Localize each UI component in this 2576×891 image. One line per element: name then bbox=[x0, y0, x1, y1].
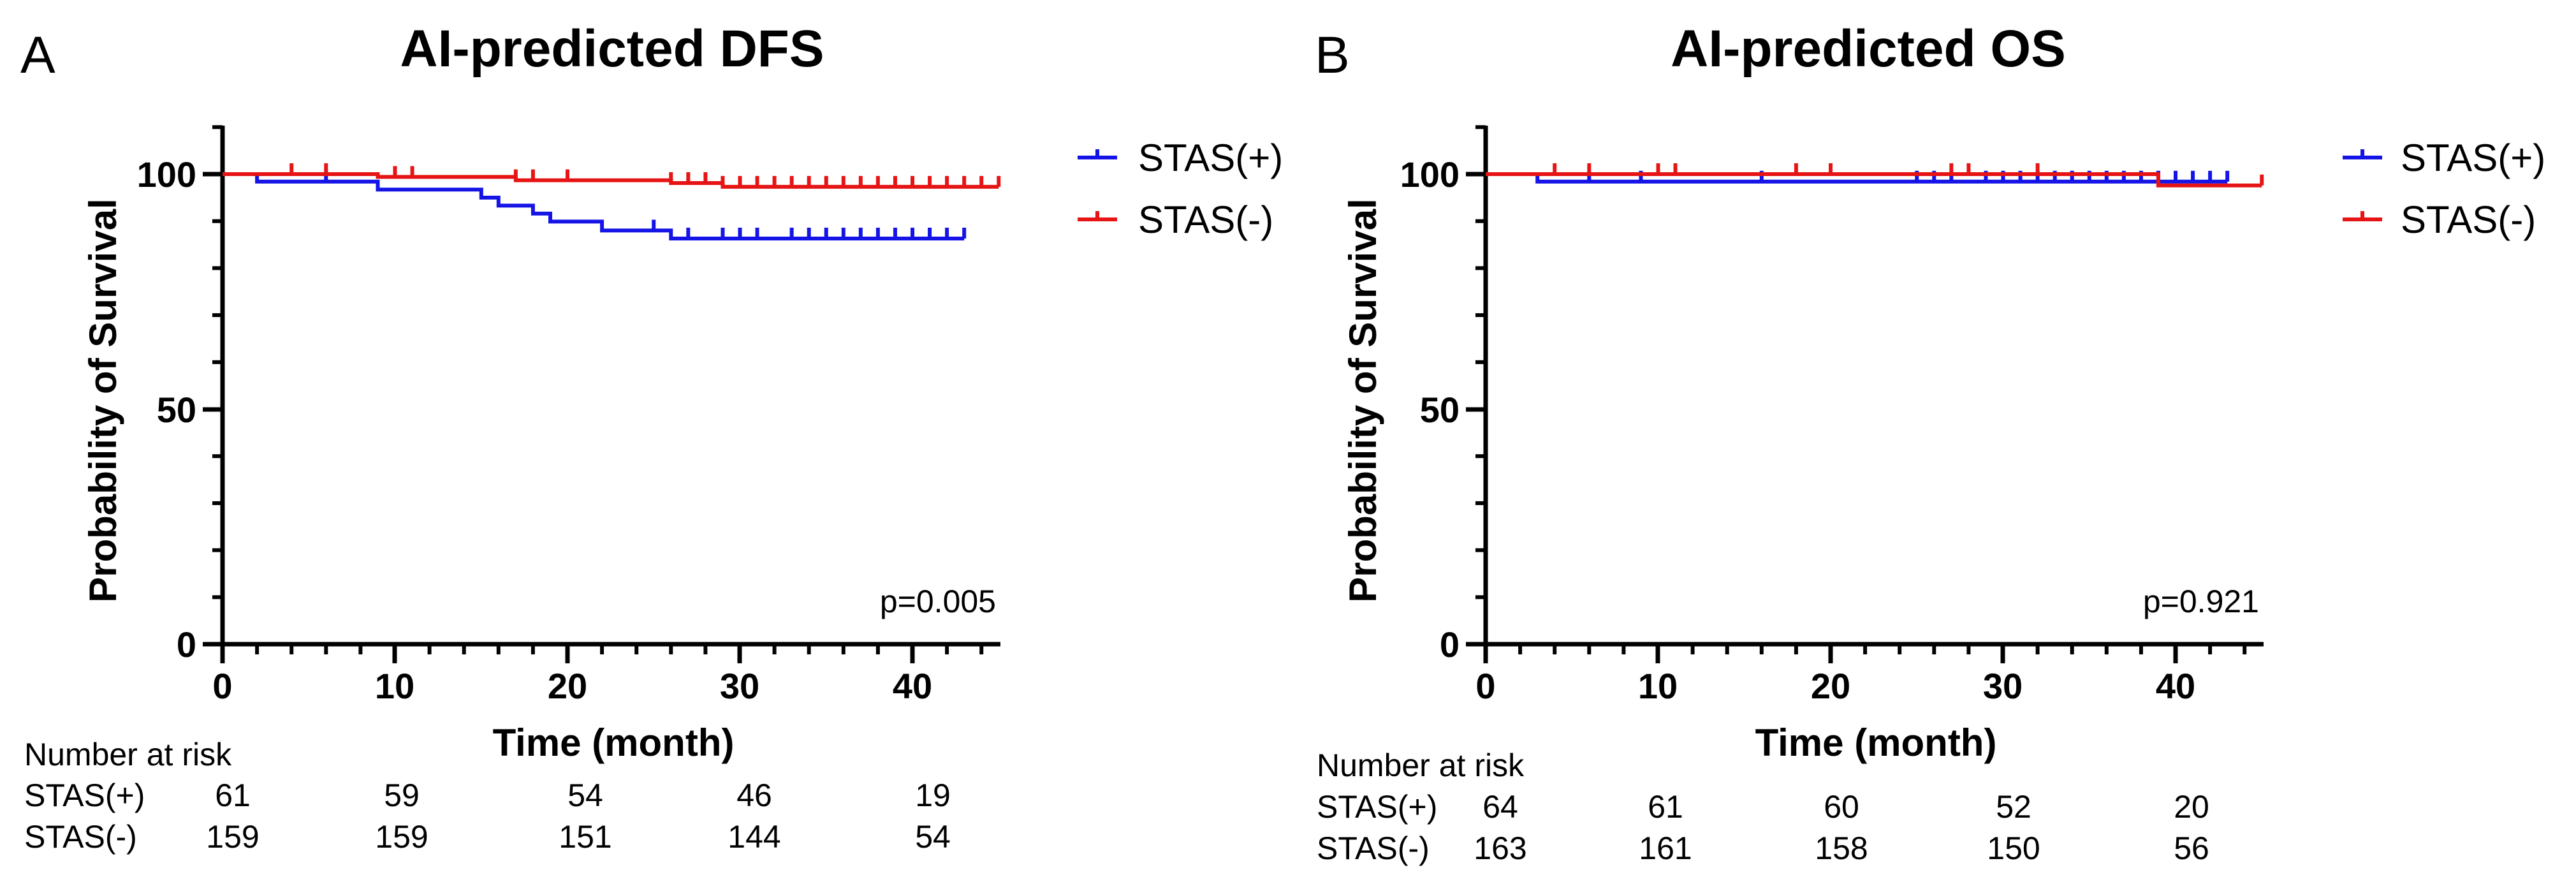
panel-a-risk-table: Number at risk STAS(+) STAS(-) 61 59 54 … bbox=[24, 737, 951, 855]
risk-value: 151 bbox=[559, 819, 611, 855]
risk-value: 60 bbox=[1824, 789, 1859, 825]
panel-b-x-axis-title: Time (month) bbox=[1755, 721, 1997, 764]
panel-a-y-tick-label: 50 bbox=[157, 390, 196, 430]
risk-value: 159 bbox=[375, 819, 428, 855]
panel-b-plot-area bbox=[1486, 163, 2264, 188]
panel-b-minor-ticks bbox=[1475, 125, 2247, 654]
risk-value: 161 bbox=[1639, 830, 1692, 866]
panel-a-x-tick-label: 40 bbox=[893, 666, 932, 706]
panel-b-x-tick-label: 20 bbox=[1811, 666, 1850, 706]
risk-value: 163 bbox=[1474, 830, 1526, 866]
panel-a-p-value: p=0.005 bbox=[880, 584, 996, 619]
risk-value: 52 bbox=[1996, 789, 2031, 825]
risk-value: 159 bbox=[206, 819, 259, 855]
panel-b-risk-table: Number at risk STAS(+) STAS(-) 64 61 60 … bbox=[1317, 747, 2209, 866]
legend-label-stas-positive: STAS(+) bbox=[1138, 136, 1283, 179]
risk-table-header: Number at risk bbox=[1317, 747, 1525, 783]
panel-a-x-tick-label: 20 bbox=[548, 666, 587, 706]
risk-value: 158 bbox=[1815, 830, 1868, 866]
panel-b-p-value: p=0.921 bbox=[2143, 584, 2259, 619]
risk-value: 64 bbox=[1482, 789, 1518, 825]
risk-value: 61 bbox=[215, 777, 251, 813]
legend-label-stas-positive: STAS(+) bbox=[2401, 136, 2545, 179]
risk-value: 150 bbox=[1987, 830, 2040, 866]
legend-entry: STAS(-) bbox=[1078, 198, 1273, 241]
risk-row-label: STAS(-) bbox=[24, 819, 137, 855]
panel-a-minor-ticks bbox=[212, 125, 984, 654]
panel-a-letter: A bbox=[20, 26, 55, 84]
risk-row-label: STAS(+) bbox=[1317, 789, 1437, 825]
legend-entry: STAS(+) bbox=[1078, 136, 1283, 179]
risk-value: 46 bbox=[736, 777, 772, 813]
panel-a-legend: STAS(+) STAS(-) bbox=[1078, 136, 1283, 241]
panel-b-y-axis-title: Probability of Survival bbox=[1342, 198, 1384, 603]
risk-value: 61 bbox=[1648, 789, 1683, 825]
legend-label-stas-negative: STAS(-) bbox=[2401, 198, 2536, 241]
risk-value: 20 bbox=[2174, 789, 2209, 825]
risk-value: 59 bbox=[384, 777, 420, 813]
km-curve-stas-positive bbox=[223, 172, 965, 240]
panel-b-y-tick-label: 50 bbox=[1420, 390, 1460, 430]
legend-entry: STAS(+) bbox=[2343, 136, 2545, 179]
risk-value: 54 bbox=[567, 777, 603, 813]
panel-b-legend: STAS(+) STAS(-) bbox=[2343, 136, 2545, 241]
risk-value: 56 bbox=[2174, 830, 2209, 866]
panel-b-x-tick-label: 30 bbox=[1983, 666, 2023, 706]
km-curve-stas-negative bbox=[1486, 172, 2262, 188]
risk-row-label: STAS(+) bbox=[24, 777, 145, 813]
panel-a-x-axis-title: Time (month) bbox=[493, 721, 735, 764]
panel-a-x-tick-label: 0 bbox=[212, 666, 232, 706]
panel-b-x-tick-label: 0 bbox=[1475, 666, 1495, 706]
risk-value: 144 bbox=[728, 819, 780, 855]
panel-b-y-tick-label: 0 bbox=[1440, 624, 1460, 665]
panel-b-x-tick-label: 40 bbox=[2156, 666, 2195, 706]
panel-b-y-tick-label: 100 bbox=[1400, 154, 1460, 195]
panel-a-x-tick-label: 30 bbox=[720, 666, 759, 706]
panel-a-y-axis-title: Probability of Survival bbox=[82, 198, 124, 603]
risk-row-label: STAS(-) bbox=[1317, 830, 1430, 866]
risk-table-header: Number at risk bbox=[24, 737, 232, 772]
legend-label-stas-negative: STAS(-) bbox=[1138, 198, 1273, 241]
panel-b-x-tick-label: 10 bbox=[1638, 666, 1678, 706]
panel-b-axes: 100 50 0 0 10 20 30 40 bbox=[1400, 125, 2264, 706]
panel-a-title: AI-predicted DFS bbox=[400, 20, 824, 78]
panel-a-y-tick-label: 0 bbox=[177, 624, 196, 665]
risk-value: 19 bbox=[915, 777, 951, 813]
panel-a: A AI-predicted DFS Probability of Surviv… bbox=[20, 20, 1283, 855]
panel-b-title: AI-predicted OS bbox=[1671, 20, 2066, 78]
panel-a-axes: 100 50 0 0 10 20 30 40 bbox=[137, 125, 1000, 706]
panel-a-y-tick-label: 100 bbox=[137, 154, 196, 195]
panel-a-plot-area bbox=[223, 163, 1001, 240]
panel-b-letter: B bbox=[1315, 26, 1350, 84]
panel-b: B AI-predicted OS Probability of Surviva… bbox=[1315, 20, 2545, 866]
risk-value: 54 bbox=[915, 819, 951, 855]
panel-a-x-tick-label: 10 bbox=[375, 666, 414, 706]
legend-entry: STAS(-) bbox=[2343, 198, 2536, 241]
